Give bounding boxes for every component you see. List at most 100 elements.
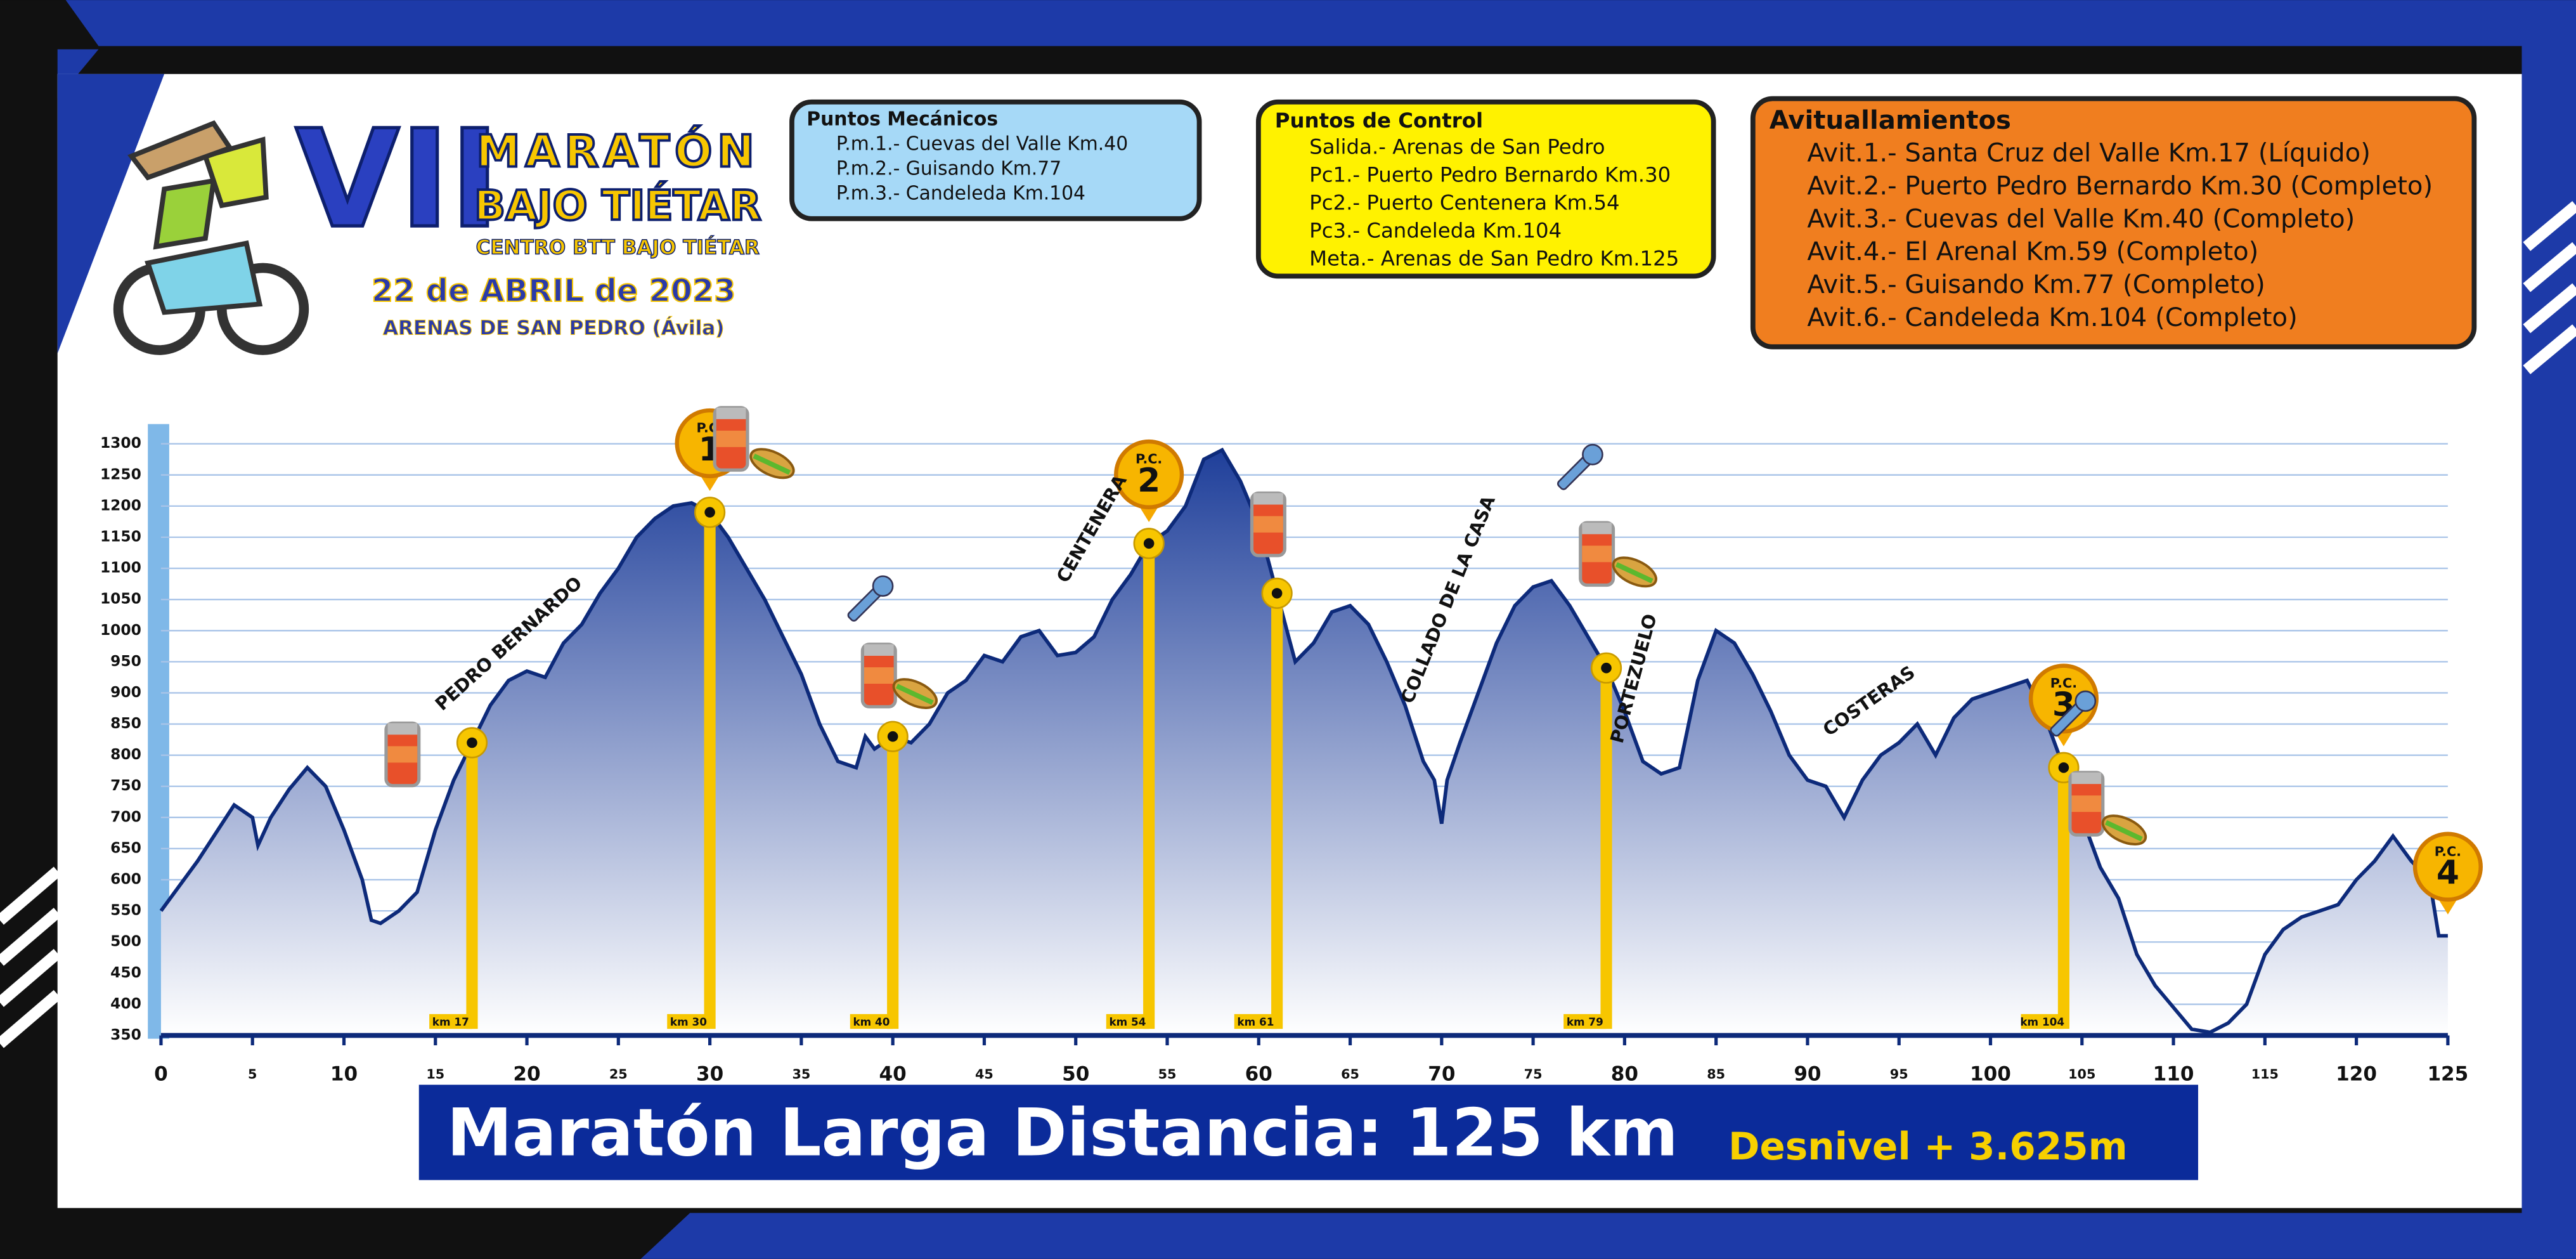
x-tick-label: 15 xyxy=(426,1067,444,1082)
info-box-item: Avit.6.- Candeleda Km.104 (Completo) xyxy=(1807,303,2297,332)
info-box-item: Meta.- Arenas de San Pedro Km.125 xyxy=(1309,246,1679,270)
y-tick-label: 750 xyxy=(110,777,141,794)
footer-elevation: Desnivel + 3.625m xyxy=(1728,1125,2128,1169)
badge-number: 4 xyxy=(2437,854,2459,892)
marker-label-bg xyxy=(2021,1014,2064,1029)
marker-dot-center xyxy=(1143,538,1155,549)
info-box xyxy=(789,99,1202,221)
marker-label-bg xyxy=(850,1014,893,1029)
info-box xyxy=(1750,96,2477,349)
info-box-title: Puntos de Control xyxy=(1275,108,1483,133)
y-tick-label: 1300 xyxy=(100,434,141,452)
info-box-item: Avit.3.- Cuevas del Valle Km.40 (Complet… xyxy=(1807,204,2355,233)
can-top xyxy=(1253,493,1283,505)
x-tick-label: 50 xyxy=(1062,1063,1089,1086)
lettuce xyxy=(895,684,934,705)
logo-body xyxy=(145,240,263,315)
y-tick-label: 1150 xyxy=(100,528,141,545)
x-tick-label: 20 xyxy=(513,1063,540,1086)
x-tick-label: 85 xyxy=(1707,1067,1725,1082)
marker-pole xyxy=(1271,593,1283,1029)
title-line: MARATÓN xyxy=(476,126,759,178)
food-icon xyxy=(1612,556,1657,588)
title-line: BAJO TIÉTAR xyxy=(474,182,761,230)
x-tick-label: 45 xyxy=(975,1067,994,1082)
can-top xyxy=(387,723,418,735)
info-box-item: Avit.4.- El Arenal Km.59 (Completo) xyxy=(1807,237,2258,266)
badge xyxy=(1114,439,1184,510)
food-icon xyxy=(892,678,938,709)
marker-label: km 30 xyxy=(670,1015,707,1028)
marker-dot-center xyxy=(467,737,477,748)
tool-icon xyxy=(1557,443,1603,490)
place: ARENAS DE SAN PEDRO (Ávila) xyxy=(383,315,724,339)
x-tick-label: 5 xyxy=(248,1067,257,1082)
y-tick-label: 1250 xyxy=(100,466,141,483)
marker-pole xyxy=(1600,668,1612,1029)
marker-pole xyxy=(466,743,478,1029)
stripe xyxy=(0,908,61,966)
x-tick-label: 30 xyxy=(696,1063,723,1086)
marker-pole xyxy=(2057,767,2069,1029)
logo-head xyxy=(202,136,269,209)
info-box-item: Avit.1.- Santa Cruz del Valle Km.17 (Líq… xyxy=(1807,139,2371,168)
y-tick-label: 500 xyxy=(110,933,141,950)
x-tick-label: 70 xyxy=(1428,1063,1455,1086)
marker-label: km 79 xyxy=(1567,1015,1603,1028)
marker-label: km 104 xyxy=(2020,1015,2064,1028)
x-tick-label: 95 xyxy=(1890,1067,1908,1082)
logo-horn xyxy=(127,120,234,181)
organizer: CENTRO BTT BAJO TIÉTAR xyxy=(476,235,760,259)
lettuce xyxy=(2105,820,2143,842)
drink-icon xyxy=(1250,491,1286,558)
x-tick-label: 60 xyxy=(1245,1063,1272,1086)
marker-dot-center xyxy=(1601,662,1612,674)
can-label xyxy=(864,667,894,684)
marker-label-bg xyxy=(667,1014,710,1029)
y-tick-label: 550 xyxy=(110,902,141,919)
marker-label: km 61 xyxy=(1237,1015,1274,1028)
y-tick-label: 1100 xyxy=(100,559,141,577)
x-tick-label: 0 xyxy=(154,1063,168,1086)
y-tick-label: 850 xyxy=(110,715,141,732)
marker-dot-center xyxy=(704,507,715,518)
y-tick-label: 600 xyxy=(110,871,141,888)
can-top xyxy=(2071,772,2102,785)
marker-pole xyxy=(1143,543,1155,1029)
can-top xyxy=(864,644,894,656)
marker-dot-center xyxy=(887,731,898,742)
can-top xyxy=(1582,523,1612,535)
y-tick-label: 900 xyxy=(110,684,141,701)
info-box-item: P.m.1.- Cuevas del Valle Km.40 xyxy=(836,133,1128,155)
x-tick-label: 115 xyxy=(2251,1067,2279,1082)
x-tick-label: 90 xyxy=(1794,1063,1821,1086)
y-tick-label: 1000 xyxy=(100,622,141,639)
x-tick-label: 25 xyxy=(609,1067,628,1082)
marker-pole xyxy=(704,512,716,1029)
edition: VII xyxy=(295,101,500,258)
y-tick-label: 450 xyxy=(110,964,141,981)
drink-icon xyxy=(860,643,897,708)
badge-number: 2 xyxy=(1137,462,1160,500)
drink-icon xyxy=(713,406,749,472)
marker-label: km 17 xyxy=(432,1015,469,1028)
stripe xyxy=(0,989,61,1048)
x-tick-label: 100 xyxy=(1970,1063,2011,1086)
drink-icon xyxy=(384,721,421,788)
stripe xyxy=(2523,283,2576,334)
stripe xyxy=(0,949,61,1007)
lettuce xyxy=(1615,562,1654,584)
marker-label-bg xyxy=(1106,1014,1149,1029)
marker-label-bg xyxy=(1563,1014,1607,1029)
tool-icon xyxy=(2050,690,2097,737)
drink-icon xyxy=(2068,771,2105,837)
x-tick-label: 125 xyxy=(2427,1063,2468,1086)
info-box-item: Pc3.- Candeleda Km.104 xyxy=(1309,218,1562,242)
marker-label: km 54 xyxy=(1109,1015,1146,1028)
food-icon xyxy=(749,448,795,479)
badge-prefix: P.C. xyxy=(2435,844,2461,859)
marker-pole xyxy=(887,736,899,1029)
can-label xyxy=(1253,516,1283,533)
x-tick-label: 55 xyxy=(1158,1067,1177,1082)
